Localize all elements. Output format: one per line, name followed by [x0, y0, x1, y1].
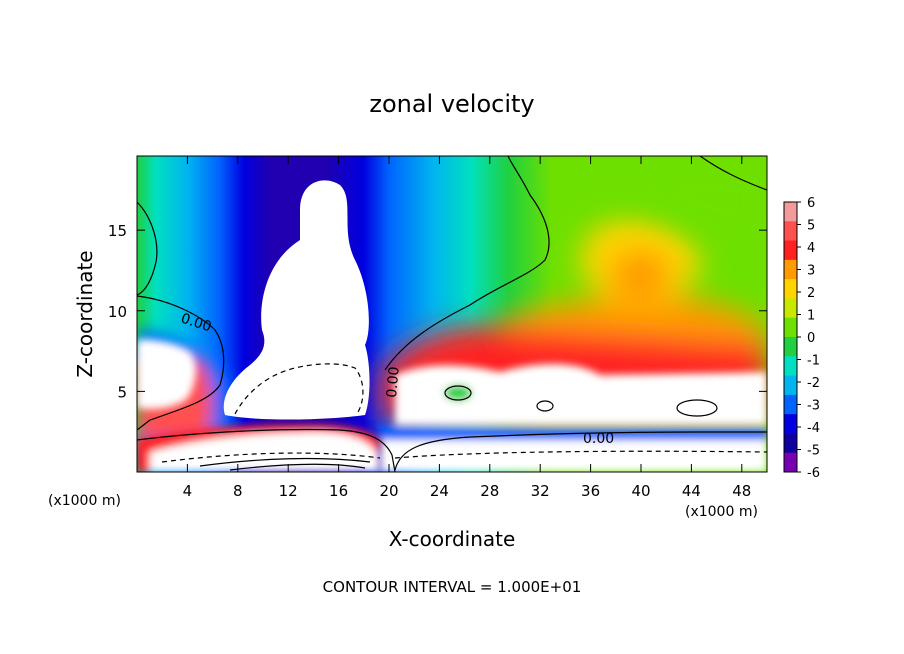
colorbar-swatch — [784, 375, 797, 396]
x-tick-label: 4 — [183, 482, 193, 500]
colorbar-label: 1 — [807, 309, 815, 324]
colorbar-label: 5 — [807, 219, 815, 234]
x-tick-label: 24 — [430, 482, 449, 500]
colorbar-swatch — [784, 452, 797, 473]
colorbar-swatch — [784, 394, 797, 415]
colorbar-swatch — [784, 298, 797, 319]
x-tick-label: 28 — [480, 482, 499, 500]
x-tick-label: 12 — [279, 482, 298, 500]
colorbar-label: 6 — [807, 196, 815, 211]
colorbar-label: 3 — [807, 264, 815, 279]
colorbar-label: 4 — [807, 241, 815, 256]
colorbar-swatch — [784, 433, 797, 454]
x-unit-note-right: (x1000 m) — [685, 504, 758, 520]
colorbar-swatch — [784, 202, 797, 222]
colorbar-label: -4 — [807, 421, 820, 436]
colorbar-swatch — [784, 279, 797, 299]
colorbar-swatch — [784, 259, 797, 280]
x-tick-label: 40 — [631, 482, 650, 500]
colorbar-swatch — [784, 414, 797, 434]
colorbar-label: -5 — [807, 444, 820, 459]
x-tick-label: 8 — [233, 482, 243, 500]
colorbar-swatch — [784, 221, 797, 242]
y-axis-label: Z-coordinate — [73, 250, 97, 377]
colorbar-label: -1 — [807, 354, 820, 369]
x-tick-label: 16 — [329, 482, 348, 500]
colorbar-label: -3 — [807, 399, 820, 414]
contour-lines — [137, 156, 767, 472]
colorbar-swatch — [784, 356, 797, 377]
x-tick-label: 48 — [732, 482, 751, 500]
x-axis: 4 8 12 16 20 24 28 32 36 40 44 48 — [183, 156, 751, 500]
colorbar-swatch — [784, 240, 797, 261]
y-tick-label: 5 — [117, 383, 127, 401]
contour-label: 0.00 — [384, 366, 403, 398]
colorbar-swatch — [784, 337, 797, 357]
colorbar-label: 2 — [807, 286, 815, 301]
colorbar-label: 0 — [807, 331, 815, 346]
contour-interval-note: CONTOUR INTERVAL = 1.000E+01 — [323, 578, 582, 596]
plot-area — [137, 156, 767, 472]
chart-title: zonal velocity — [369, 90, 534, 118]
contour-label: 0.00 — [583, 431, 614, 447]
colorbar: 6 5 4 3 2 1 0 -1 -2 -3 -4 -5 -6 — [783, 196, 820, 481]
colorbar-swatch — [784, 317, 797, 338]
x-tick-label: 36 — [581, 482, 600, 500]
y-tick-label: 15 — [108, 222, 127, 240]
x-tick-label: 20 — [379, 482, 398, 500]
x-tick-label: 32 — [531, 482, 550, 500]
x-unit-note-left: (x1000 m) — [48, 493, 121, 509]
y-tick-label: 10 — [108, 303, 127, 321]
plot-frame — [136, 155, 768, 473]
colorbar-label: -6 — [807, 466, 820, 481]
x-axis-label: X-coordinate — [389, 527, 516, 551]
y-axis: 5 10 15 — [108, 222, 767, 401]
colorbar-label: -2 — [807, 376, 820, 391]
x-tick-label: 44 — [682, 482, 701, 500]
